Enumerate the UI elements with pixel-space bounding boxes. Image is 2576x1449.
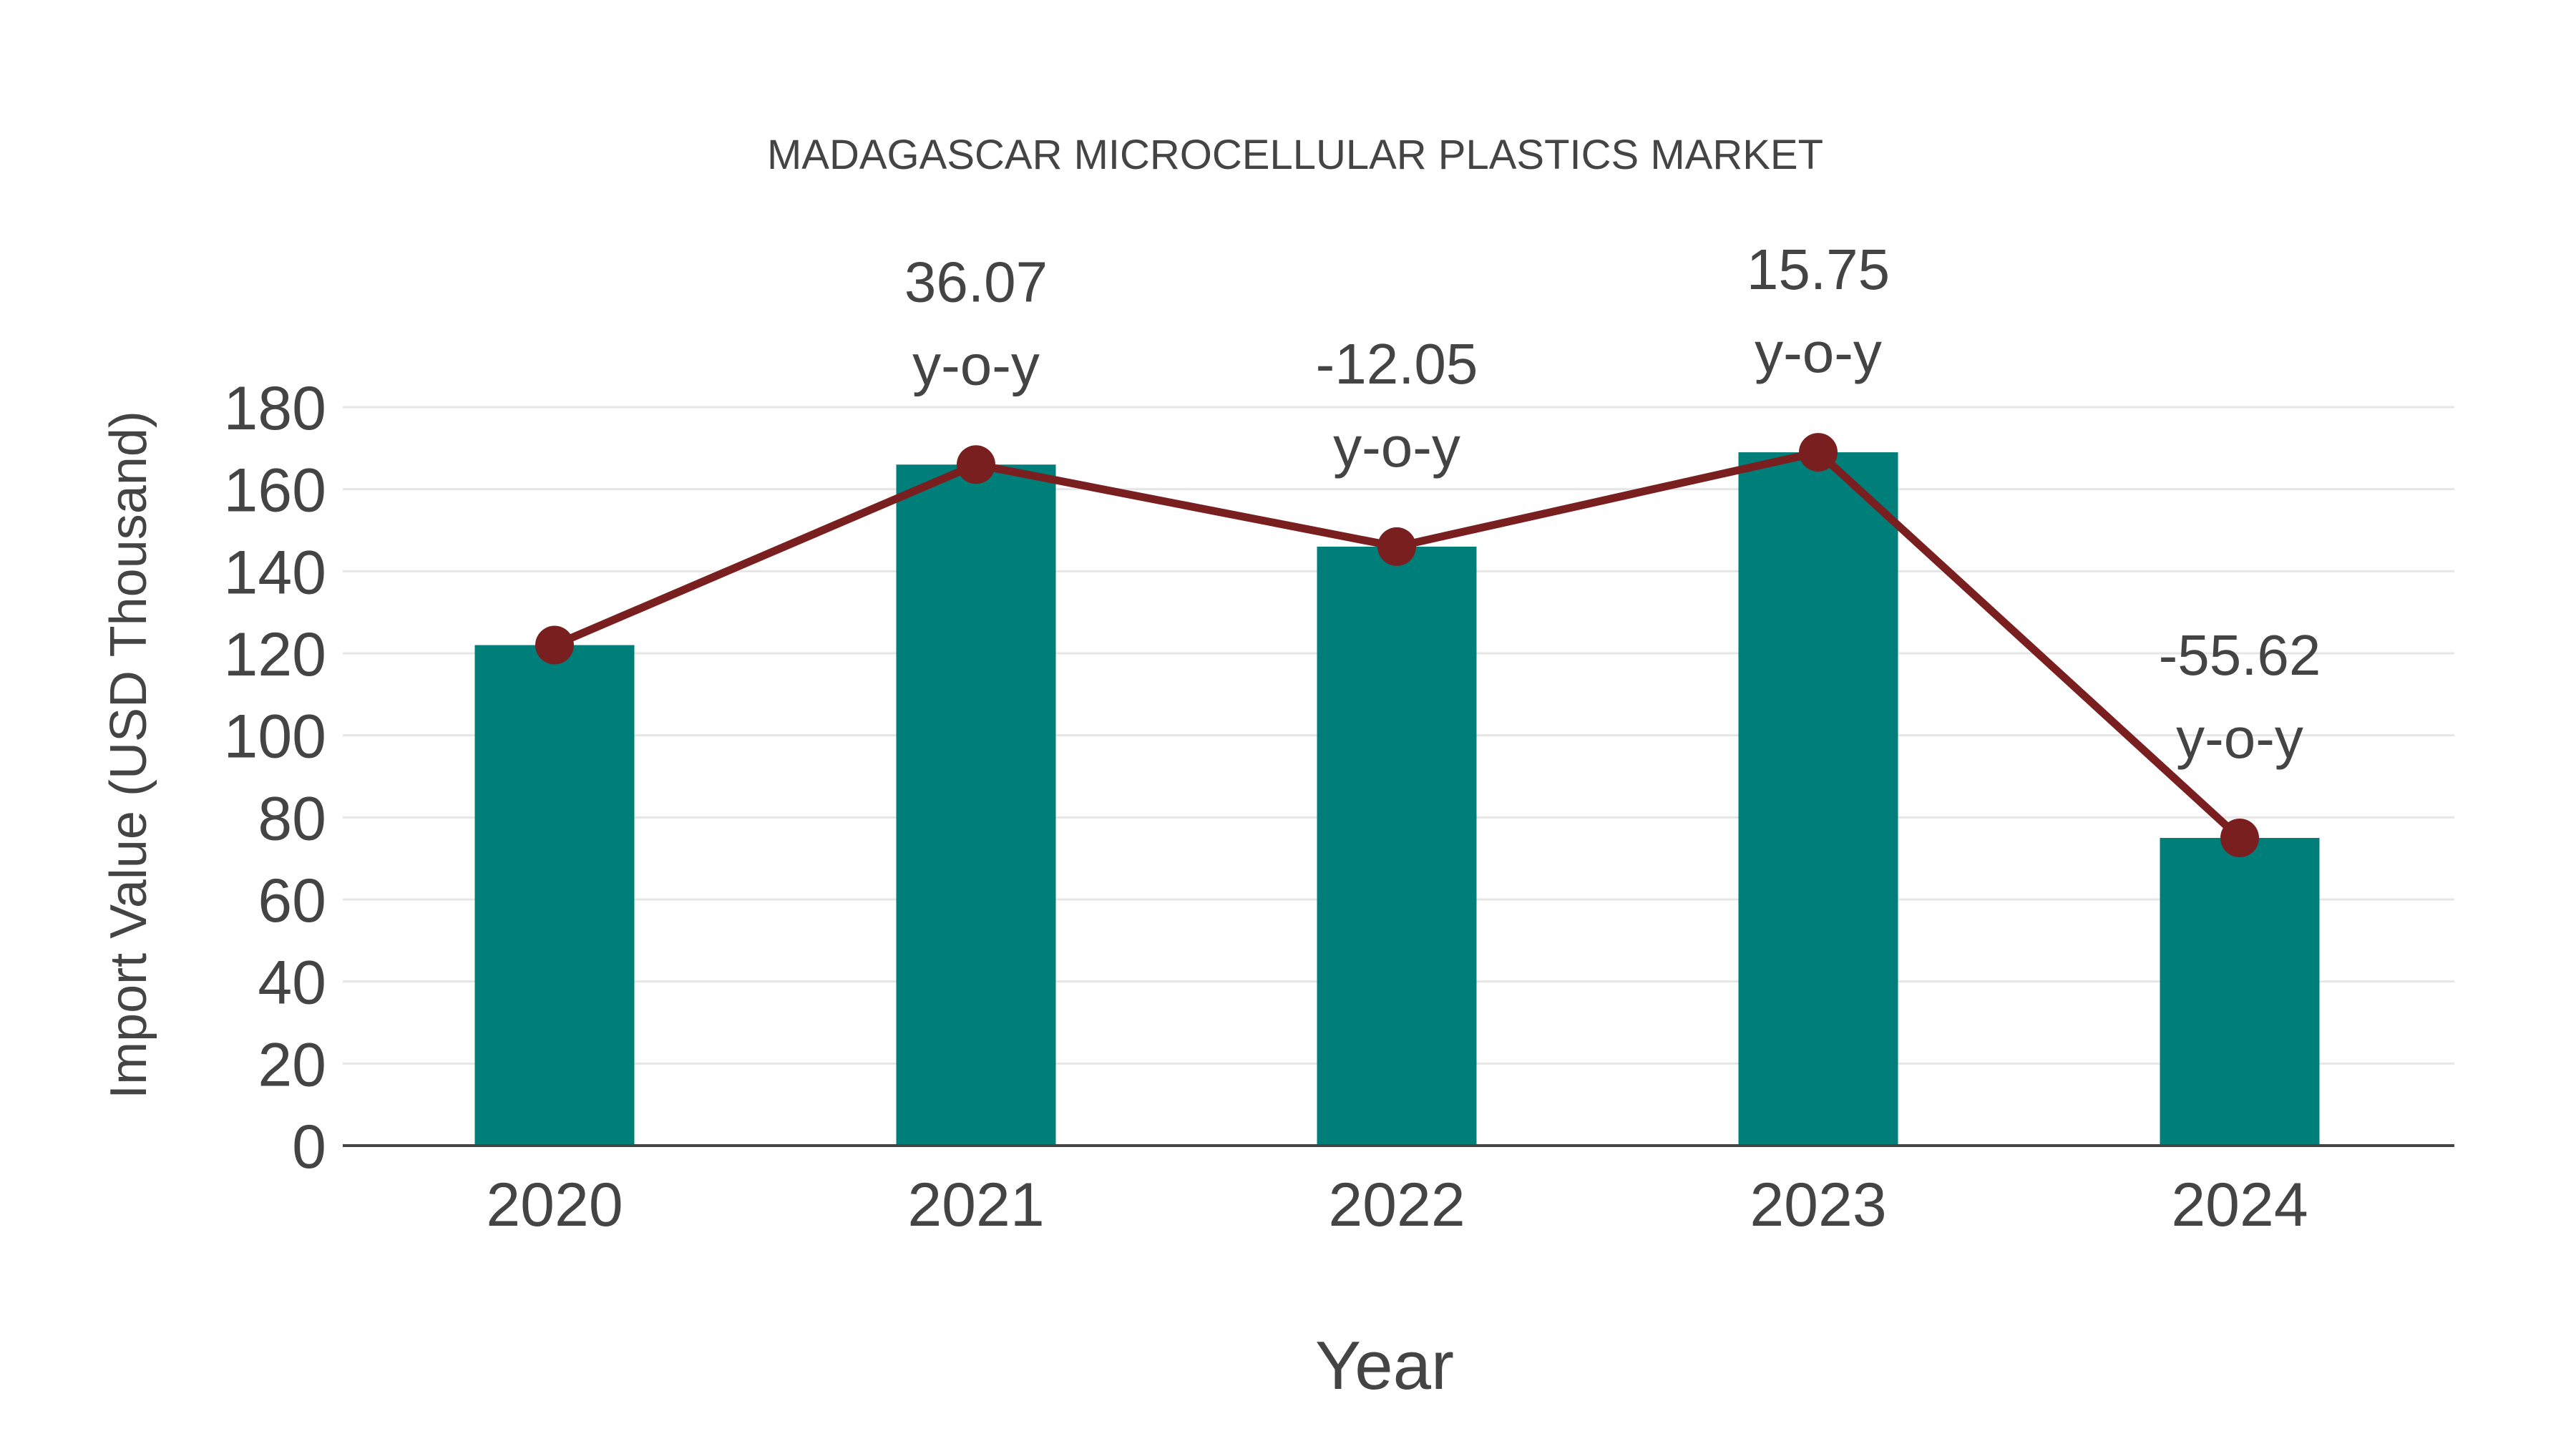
x-axis-title: Year (1315, 1327, 1454, 1404)
x-tick-label: 2023 (1750, 1171, 1886, 1239)
x-tick-label: 2022 (1328, 1171, 1465, 1239)
yoy-value: -55.62 (2159, 623, 2321, 687)
y-tick-label: 80 (258, 784, 326, 853)
y-tick-label: 0 (292, 1113, 326, 1181)
bar-2022 (1317, 546, 1477, 1146)
yoy-suffix: y-o-y (1333, 415, 1460, 479)
yoy-suffix: y-o-y (2176, 706, 2303, 770)
line-marker (2220, 819, 2259, 857)
y-tick-label: 40 (258, 949, 326, 1018)
y-axis-title: Import Value (USD Thousand) (100, 411, 157, 1099)
y-tick-label: 20 (258, 1030, 326, 1099)
yoy-annotation: -12.05 y-o-y (1316, 332, 1478, 479)
yoy-value: 36.07 (904, 250, 1048, 313)
bar-2021 (896, 464, 1056, 1146)
yoy-suffix: y-o-y (1755, 321, 1882, 384)
y-tick-label: 60 (258, 867, 326, 935)
y-tick-label: 160 (224, 457, 327, 525)
line-marker (535, 625, 574, 665)
x-tick-label: 2021 (907, 1171, 1044, 1239)
y-tick-label: 140 (224, 538, 327, 607)
bar-2020 (474, 645, 635, 1146)
yoy-value: -12.05 (1316, 332, 1478, 396)
bar-series (474, 452, 2320, 1146)
chart-title: MADAGASCAR MICROCELLULAR PLASTICS MARKET (767, 132, 1823, 178)
x-axis-ticks: 2020 2021 2022 2023 2024 (486, 1171, 2308, 1239)
yoy-annotation: 36.07 y-o-y (904, 250, 1048, 396)
y-tick-label: 120 (224, 620, 327, 689)
line-marker (1799, 433, 1838, 472)
yoy-suffix: y-o-y (912, 333, 1040, 396)
x-tick-label: 2020 (486, 1171, 623, 1239)
yoy-annotation: 15.75 y-o-y (1747, 238, 1890, 384)
yoy-value: 15.75 (1747, 238, 1890, 301)
x-tick-label: 2024 (2171, 1171, 2308, 1239)
bar-2023 (1738, 452, 1898, 1146)
line-marker (1377, 527, 1416, 566)
y-axis-ticks: 0 20 40 60 80 100 120 140 160 180 (224, 374, 327, 1181)
line-marker (957, 445, 995, 484)
yoy-annotation: -55.62 y-o-y (2159, 623, 2321, 770)
line-series (535, 433, 2259, 857)
bar-2024 (2160, 838, 2320, 1146)
y-tick-label: 180 (224, 374, 327, 443)
y-tick-label: 100 (224, 703, 327, 771)
yoy-annotations: 36.07 y-o-y -12.05 y-o-y 15.75 y-o-y -55.62 y-o… (904, 238, 2321, 770)
